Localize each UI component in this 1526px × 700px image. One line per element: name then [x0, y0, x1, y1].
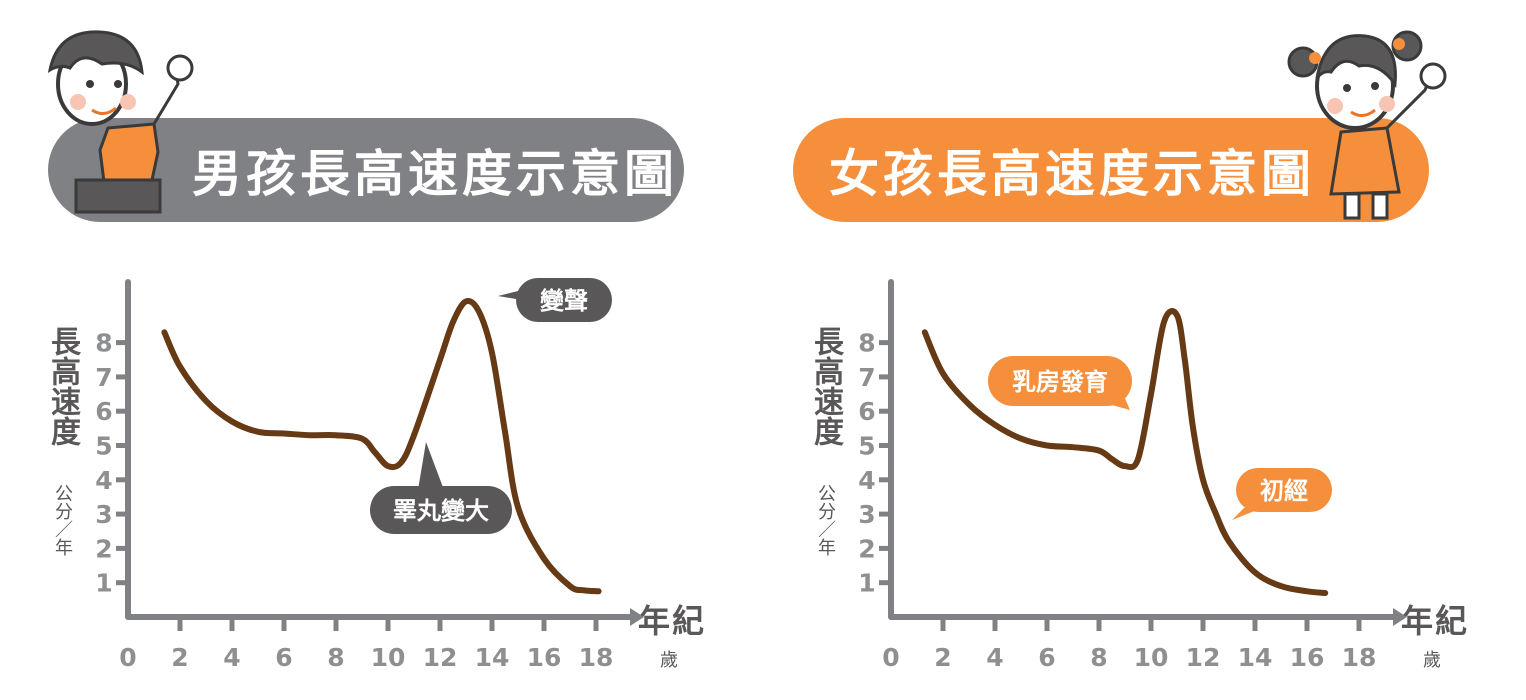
boy-y-axis-label: 長高速度 [45, 326, 80, 446]
boy-x-tick-label: 14 [475, 643, 510, 672]
girl-x-tick-label: 6 [1038, 643, 1055, 672]
boy-growth-curve [161, 298, 602, 595]
boy-callout-bubble [370, 486, 512, 534]
girl-x-tick-label: 10 [1134, 643, 1169, 672]
boy-x-tick-label: 6 [275, 643, 292, 672]
boy-y-tick-label: 7 [95, 363, 112, 392]
girl-callout-bubble [988, 356, 1132, 406]
boy-callout: 睪丸變大 [370, 442, 512, 534]
girl-x-tick-label: 0 [882, 643, 899, 672]
girl-y-tick-label: 3 [858, 500, 875, 529]
boy-x-axis-unit: 歲 [660, 650, 678, 671]
boy-y-tick-label: 2 [95, 534, 112, 563]
boy-x-tick-label: 10 [371, 643, 406, 672]
girl-callout: 乳房發育 [988, 356, 1132, 410]
girl-x-tick-label: 14 [1238, 643, 1273, 672]
girl-callout-text: 初經 [1260, 477, 1308, 505]
boy-x-tick-label: 16 [527, 643, 562, 672]
boy-x-tick-label: 18 [579, 643, 614, 672]
girl-x-axis-arrow [1393, 608, 1407, 626]
boy-avatar [47, 30, 194, 214]
boy-y-tick-label: 8 [95, 329, 112, 358]
boy-x-tick-label: 8 [327, 643, 344, 672]
girl-x-tick-label: 4 [986, 643, 1003, 672]
boy-x-axis-label: 年紀 [638, 602, 707, 640]
girl-y-axis-label: 長高速度 [808, 326, 843, 446]
girl-y-tick-label: 6 [858, 397, 875, 426]
boy-callout-text: 睪丸變大 [393, 497, 489, 525]
girl-x-axis-label: 年紀 [1401, 602, 1470, 640]
girl-y-tick-label: 8 [858, 329, 875, 358]
girl-x-tick-label: 16 [1290, 643, 1325, 672]
girl-y-tick-label: 1 [858, 569, 875, 598]
boy-callout-text: 變聲 [540, 287, 588, 315]
girl-x-tick-label: 8 [1090, 643, 1107, 672]
girl-chart-title: 女孩長高速度示意圖 [793, 118, 1429, 222]
girl-callout: 初經 [1232, 468, 1332, 520]
boy-x-tick-label: 4 [223, 643, 240, 672]
boy-x-tick-label: 12 [423, 643, 458, 672]
girl-callout-bubble [1236, 468, 1332, 512]
girl-x-axis-unit: 歲 [1423, 650, 1441, 671]
girl-avatar [1287, 30, 1447, 220]
girl-chart-panel: 女孩長高速度示意圖 長高速度 公分／年 年紀 歲 0 2 4 6 8 10 12 14 16 18… [763, 0, 1526, 700]
boy-y-tick-label: 1 [95, 569, 112, 598]
boy-callout-bubble [516, 278, 612, 322]
girl-callout-tail [1108, 396, 1130, 410]
boy-x-axis-arrow [630, 608, 644, 626]
boy-y-tick-label: 6 [95, 397, 112, 426]
boy-y-tick-label: 3 [95, 500, 112, 529]
boy-callout-tail [418, 442, 444, 490]
girl-y-tick-label: 5 [858, 432, 875, 461]
girl-x-tick-label: 18 [1342, 643, 1377, 672]
boy-callout: 變聲 [498, 278, 612, 322]
boy-x-tick-label: 0 [119, 643, 136, 672]
boy-callout-tail [498, 290, 522, 300]
boy-chart-panel: 男孩長高速度示意圖 長高速度 公分／年 年紀 歲 0 2 4 6 8 10 12 14 16 18… [45, 30, 707, 672]
girl-y-tick-label: 2 [858, 534, 875, 563]
girl-callout-text: 乳房發育 [1012, 368, 1108, 396]
girl-y-tick-label: 7 [858, 363, 875, 392]
girl-y-tick-label: 4 [858, 466, 875, 495]
boy-y-tick-label: 4 [95, 466, 112, 495]
girl-growth-curve [921, 308, 1329, 596]
girl-y-axis-unit: 公分／年 [815, 484, 836, 556]
boy-y-tick-label: 5 [95, 432, 112, 461]
boy-x-tick-label: 2 [171, 643, 188, 672]
girl-x-tick-label: 12 [1186, 643, 1221, 672]
girl-x-tick-label: 2 [934, 643, 951, 672]
boy-y-axis-unit: 公分／年 [52, 484, 73, 556]
